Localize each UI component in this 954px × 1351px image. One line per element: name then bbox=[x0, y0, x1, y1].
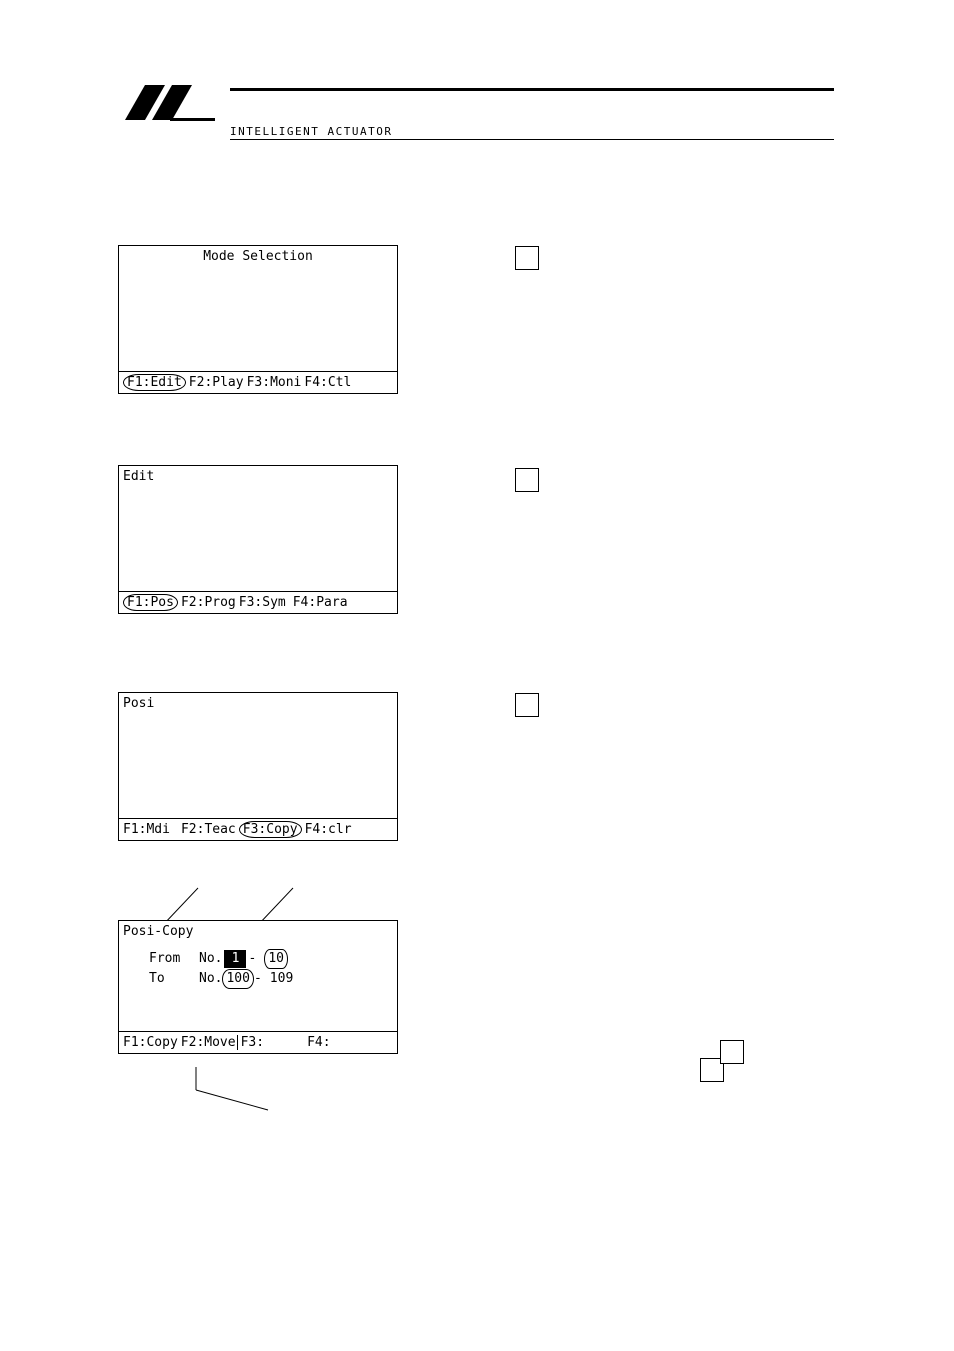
dash: - bbox=[254, 970, 262, 988]
dash: - bbox=[248, 950, 256, 968]
screen-title-row: Mode Selection bbox=[119, 246, 397, 266]
posi-copy-from-row: From No. 1 - 10 bbox=[149, 949, 397, 969]
screen-title: Posi-Copy bbox=[119, 922, 197, 941]
callout-lines-bottom bbox=[118, 1065, 398, 1125]
fkey-f1-mdi[interactable]: F1:Mdi bbox=[123, 822, 170, 837]
from-label: From bbox=[149, 950, 199, 968]
fkey-f1-edit[interactable]: F1:Edit bbox=[123, 374, 186, 391]
fkey-f1-pos[interactable]: F1:Pos bbox=[123, 594, 178, 611]
fkey-f3-moni[interactable]: F3:Moni bbox=[247, 375, 302, 390]
fkey-f4-blank[interactable]: F4: bbox=[307, 1035, 330, 1050]
no-label: No. bbox=[199, 970, 222, 988]
screen-body: From No. 1 - 10 To No. 100 - 109 bbox=[119, 941, 397, 1031]
screen-edit: Edit F1:Pos F2:Prog F3:Sym F4:Para bbox=[118, 465, 398, 614]
brand-text: INTELLIGENT ACTUATOR bbox=[230, 125, 392, 138]
fkey-f2-move[interactable]: F2:Move bbox=[181, 1035, 236, 1050]
screen-title-row: Posi-Copy bbox=[119, 921, 397, 941]
key-icon bbox=[720, 1040, 744, 1064]
screen-body bbox=[119, 713, 397, 818]
key-icon bbox=[515, 246, 539, 270]
header-rule-top bbox=[230, 88, 834, 91]
page-header: INTELLIGENT ACTUATOR bbox=[120, 80, 834, 140]
fkey-f2-prog[interactable]: F2:Prog bbox=[181, 595, 236, 610]
screen-mode-selection: Mode Selection F1:Edit F2:Play F3:Moni F… bbox=[118, 245, 398, 394]
fkey-f2-teac[interactable]: F2:Teac bbox=[181, 822, 236, 837]
posi-copy-to-row: To No. 100 - 109 bbox=[149, 969, 397, 989]
fkey-f4-para[interactable]: F4:Para bbox=[293, 595, 348, 610]
fkey-f4-ctl[interactable]: F4:Ctl bbox=[304, 375, 351, 390]
fkey-f1-copy[interactable]: F1:Copy bbox=[123, 1035, 178, 1050]
screen-body bbox=[119, 266, 397, 371]
fkey-row: F1:Pos F2:Prog F3:Sym F4:Para bbox=[119, 591, 397, 613]
screen-body bbox=[119, 486, 397, 591]
from-end-value: 10 bbox=[264, 949, 288, 969]
header-rule-bottom bbox=[230, 139, 834, 140]
key-icon bbox=[515, 468, 539, 492]
fkey-f3-sym[interactable]: F3:Sym bbox=[239, 595, 286, 610]
brand-logo bbox=[120, 80, 220, 125]
screen-title: Posi bbox=[119, 694, 158, 713]
from-start-value[interactable]: 1 bbox=[224, 950, 246, 968]
screen-title: Edit bbox=[119, 467, 158, 486]
no-label: No. bbox=[199, 950, 222, 968]
fkey-f3-blank[interactable]: F3: bbox=[237, 1035, 264, 1050]
screen-title-row: Posi bbox=[119, 693, 397, 713]
screen-title-row: Edit bbox=[119, 466, 397, 486]
screen-posi-copy: Posi-Copy From No. 1 - 10 To No. 100 - 1… bbox=[118, 920, 398, 1054]
fkey-f4-clr[interactable]: F4:clr bbox=[305, 822, 352, 837]
fkey-row: F1:Mdi F2:Teac F3:Copy F4:clr bbox=[119, 818, 397, 840]
to-label: To bbox=[149, 970, 199, 988]
key-icon bbox=[515, 693, 539, 717]
to-end-value: 109 bbox=[270, 970, 293, 988]
fkey-f2-play[interactable]: F2:Play bbox=[189, 375, 244, 390]
fkey-row: F1:Copy F2:Move F3: F4: bbox=[119, 1031, 397, 1053]
screen-title: Mode Selection bbox=[119, 247, 397, 266]
fkey-row: F1:Edit F2:Play F3:Moni F4:Ctl bbox=[119, 371, 397, 393]
to-start-value: 100 bbox=[222, 969, 253, 989]
screen-posi: Posi F1:Mdi F2:Teac F3:Copy F4:clr bbox=[118, 692, 398, 841]
fkey-f3-copy[interactable]: F3:Copy bbox=[239, 821, 302, 838]
